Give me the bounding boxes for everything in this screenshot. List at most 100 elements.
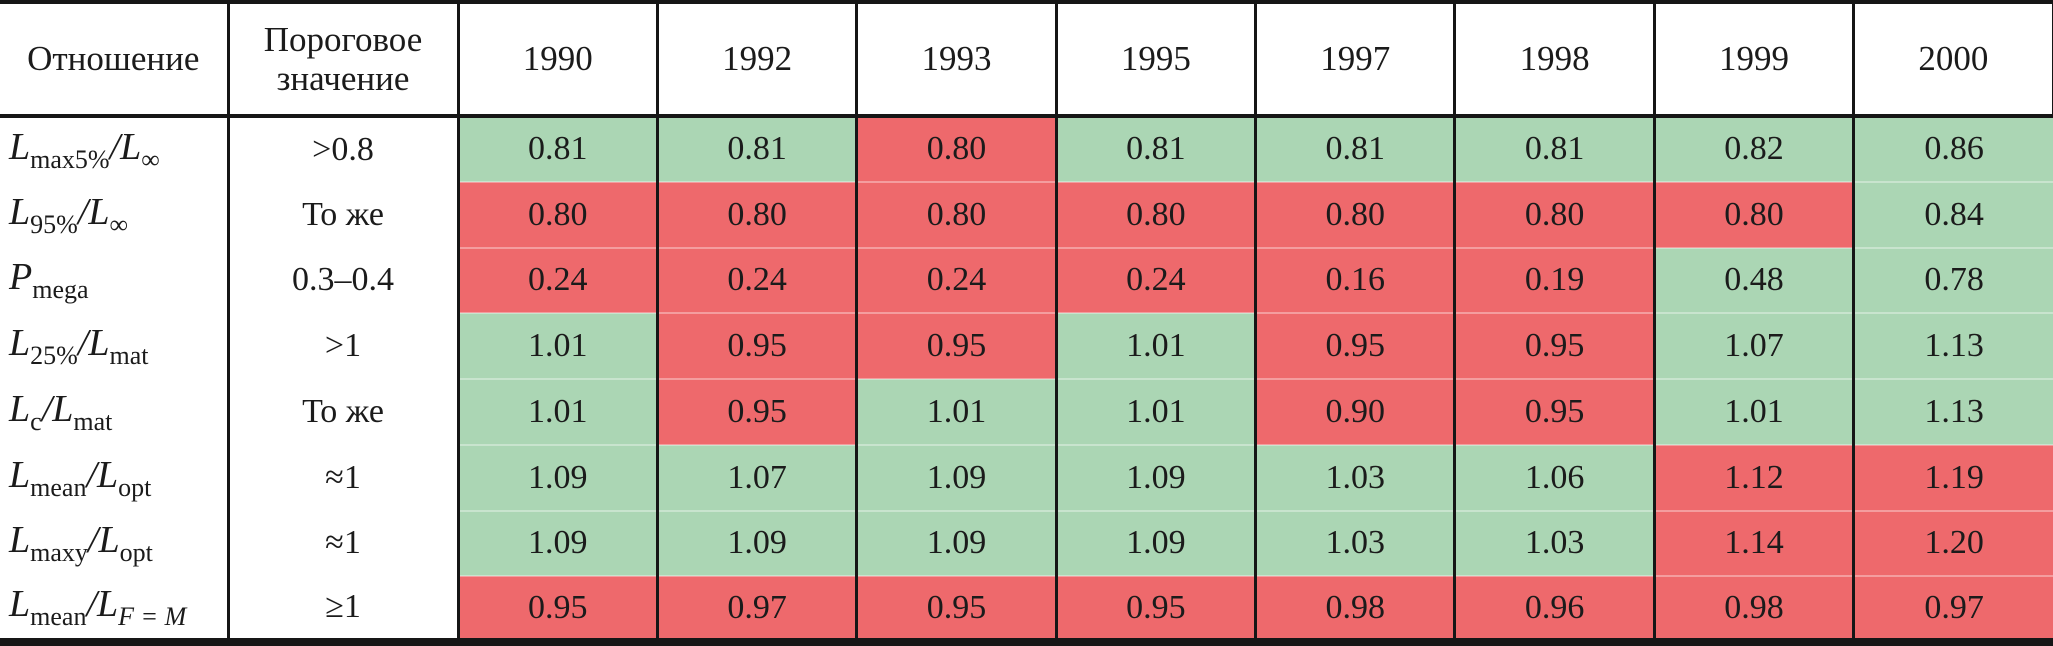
row-label-segment: mat <box>109 341 149 371</box>
year-value-cell: 0.81 <box>1056 116 1258 182</box>
year-header: 1999 <box>1654 2 1856 118</box>
year-value-cell: 1.01 <box>458 378 659 445</box>
row-label-segment: ∞ <box>109 209 129 239</box>
row-label: Lmaxy/Lopt <box>0 510 230 577</box>
row-label-segment: / <box>87 519 99 562</box>
year-value-cell: 0.82 <box>1654 116 1856 182</box>
row-label-segment: L <box>88 322 110 365</box>
year-value-cell: 1.09 <box>856 509 1058 577</box>
row-label-segment: L <box>9 453 31 496</box>
row-label-segment: L <box>9 125 31 168</box>
row-label-segment: / <box>109 125 121 168</box>
row-label-segment: maxy <box>30 538 88 568</box>
year-value-cell: 0.84 <box>1853 180 2053 248</box>
row-label-segment: mat <box>73 406 113 436</box>
year-value-cell: 0.95 <box>657 312 859 379</box>
row-label-segment: 25% <box>30 341 78 371</box>
row-label-segment: L <box>9 583 31 626</box>
threshold-value: ≈1 <box>228 444 460 511</box>
table-row: Pmega 0.3–0.4 0.24 0.24 0.24 0.24 0.16 0.19 0.48… <box>0 246 2053 314</box>
threshold-value: ≥1 <box>228 576 460 642</box>
row-label-segment: L <box>97 453 119 496</box>
row-label-segment: / <box>77 322 89 365</box>
row-label-segment: 95% <box>30 209 78 239</box>
table-row: L25%/Lmat >1 1.01 0.95 0.95 1.01 0.95 0.95 1.07 1… <box>0 312 2053 379</box>
year-value-cell: 1.09 <box>657 509 859 577</box>
year-value-cell: 0.95 <box>1255 312 1457 379</box>
year-value-cell: 1.09 <box>458 509 659 577</box>
row-label-segment: max5% <box>30 144 110 174</box>
row-label-segment: ∞ <box>141 144 160 174</box>
year-value-cell: 0.95 <box>1454 312 1656 379</box>
year-value-cell: 1.13 <box>1853 312 2053 379</box>
year-value-cell: 0.24 <box>856 246 1058 314</box>
row-label-segment: P <box>9 256 33 299</box>
table-row: Lmean/Lopt ≈1 1.09 1.07 1.09 1.09 1.03 1.06 1.12… <box>0 443 2053 511</box>
row-label-segment: mean <box>30 472 87 502</box>
year-value-cell: 0.80 <box>856 180 1058 248</box>
year-value-cell: 1.07 <box>1654 312 1856 379</box>
table-row: L95%/L∞ То же 0.80 0.80 0.80 0.80 0.80 0.80 0.80… <box>0 180 2053 248</box>
threshold-header: Пороговое значение <box>228 2 460 118</box>
threshold-value: >0.8 <box>228 116 460 182</box>
year-value-cell: 0.19 <box>1454 246 1656 314</box>
row-label-segment: L <box>52 387 74 430</box>
row-label-segment: L <box>98 519 120 562</box>
row-label-segment: / <box>86 453 98 496</box>
year-value-cell: 0.81 <box>458 116 659 182</box>
header-row: Отношение Пороговое значение 1990 1992 199… <box>0 2 2053 118</box>
row-label-segment: L <box>97 583 119 626</box>
year-value-cell: 0.81 <box>1454 116 1656 182</box>
row-label-segment: L <box>9 190 31 233</box>
row-label-segment: opt <box>118 472 152 502</box>
table-row: Lc/Lmat То же 1.01 0.95 1.01 1.01 0.90 0.95 1.01… <box>0 378 2053 445</box>
year-value-cell: 0.80 <box>1654 180 1856 248</box>
table-row: Lmax5%/L∞ >0.8 0.81 0.81 0.80 0.81 0.81 0.81 0.8… <box>0 116 2053 182</box>
year-header: 2000 <box>1853 2 2053 118</box>
row-label: Pmega <box>0 247 230 314</box>
year-value-cell: 1.06 <box>1454 443 1656 511</box>
table-row: Lmaxy/Lopt ≈1 1.09 1.09 1.09 1.09 1.03 1.03 1.14… <box>0 509 2053 577</box>
year-header: 1993 <box>856 2 1058 118</box>
year-value-cell: 1.03 <box>1454 509 1656 577</box>
year-value-cell: 0.97 <box>1853 575 2053 642</box>
year-value-cell: 0.98 <box>1654 575 1856 642</box>
year-value-cell: 0.78 <box>1853 246 2053 314</box>
row-label: L95%/L∞ <box>0 181 230 248</box>
year-value-cell: 0.81 <box>657 116 859 182</box>
year-value-cell: 0.24 <box>458 246 659 314</box>
row-label-segment: L <box>88 190 110 233</box>
year-value-cell: 1.20 <box>1853 509 2053 577</box>
row-label-segment: mega <box>32 275 89 305</box>
year-value-cell: 0.80 <box>856 116 1058 182</box>
year-value-cell: 1.09 <box>1056 509 1258 577</box>
year-value-cell: 0.98 <box>1255 575 1457 642</box>
row-label: Lmean/Lopt <box>0 444 230 511</box>
row-label-segment: / <box>77 190 89 233</box>
row-label-segment: F = M <box>118 602 187 632</box>
year-value-cell: 1.09 <box>458 443 659 511</box>
row-label-segment: L <box>9 519 31 562</box>
year-value-cell: 0.97 <box>657 575 859 642</box>
threshold-value: То же <box>228 379 460 445</box>
row-label: L25%/Lmat <box>0 313 230 379</box>
threshold-value: То же <box>228 181 460 248</box>
row-label: Lmax5%/L∞ <box>0 116 230 182</box>
year-value-cell: 0.96 <box>1454 575 1656 642</box>
year-value-cell: 1.14 <box>1654 509 1856 577</box>
year-value-cell: 1.19 <box>1853 443 2053 511</box>
year-value-cell: 1.01 <box>1056 312 1258 379</box>
year-value-cell: 1.03 <box>1255 509 1457 577</box>
year-value-cell: 0.80 <box>1454 180 1656 248</box>
year-header: 1995 <box>1056 2 1258 118</box>
year-value-cell: 0.81 <box>1255 116 1457 182</box>
threshold-value: ≈1 <box>228 510 460 577</box>
row-label-segment: L <box>120 125 142 168</box>
year-value-cell: 1.01 <box>1654 378 1856 445</box>
year-value-cell: 1.03 <box>1255 443 1457 511</box>
threshold-value: >1 <box>228 313 460 379</box>
year-value-cell: 0.80 <box>657 180 859 248</box>
year-value-cell: 1.09 <box>856 443 1058 511</box>
year-value-cell: 1.01 <box>1056 378 1258 445</box>
